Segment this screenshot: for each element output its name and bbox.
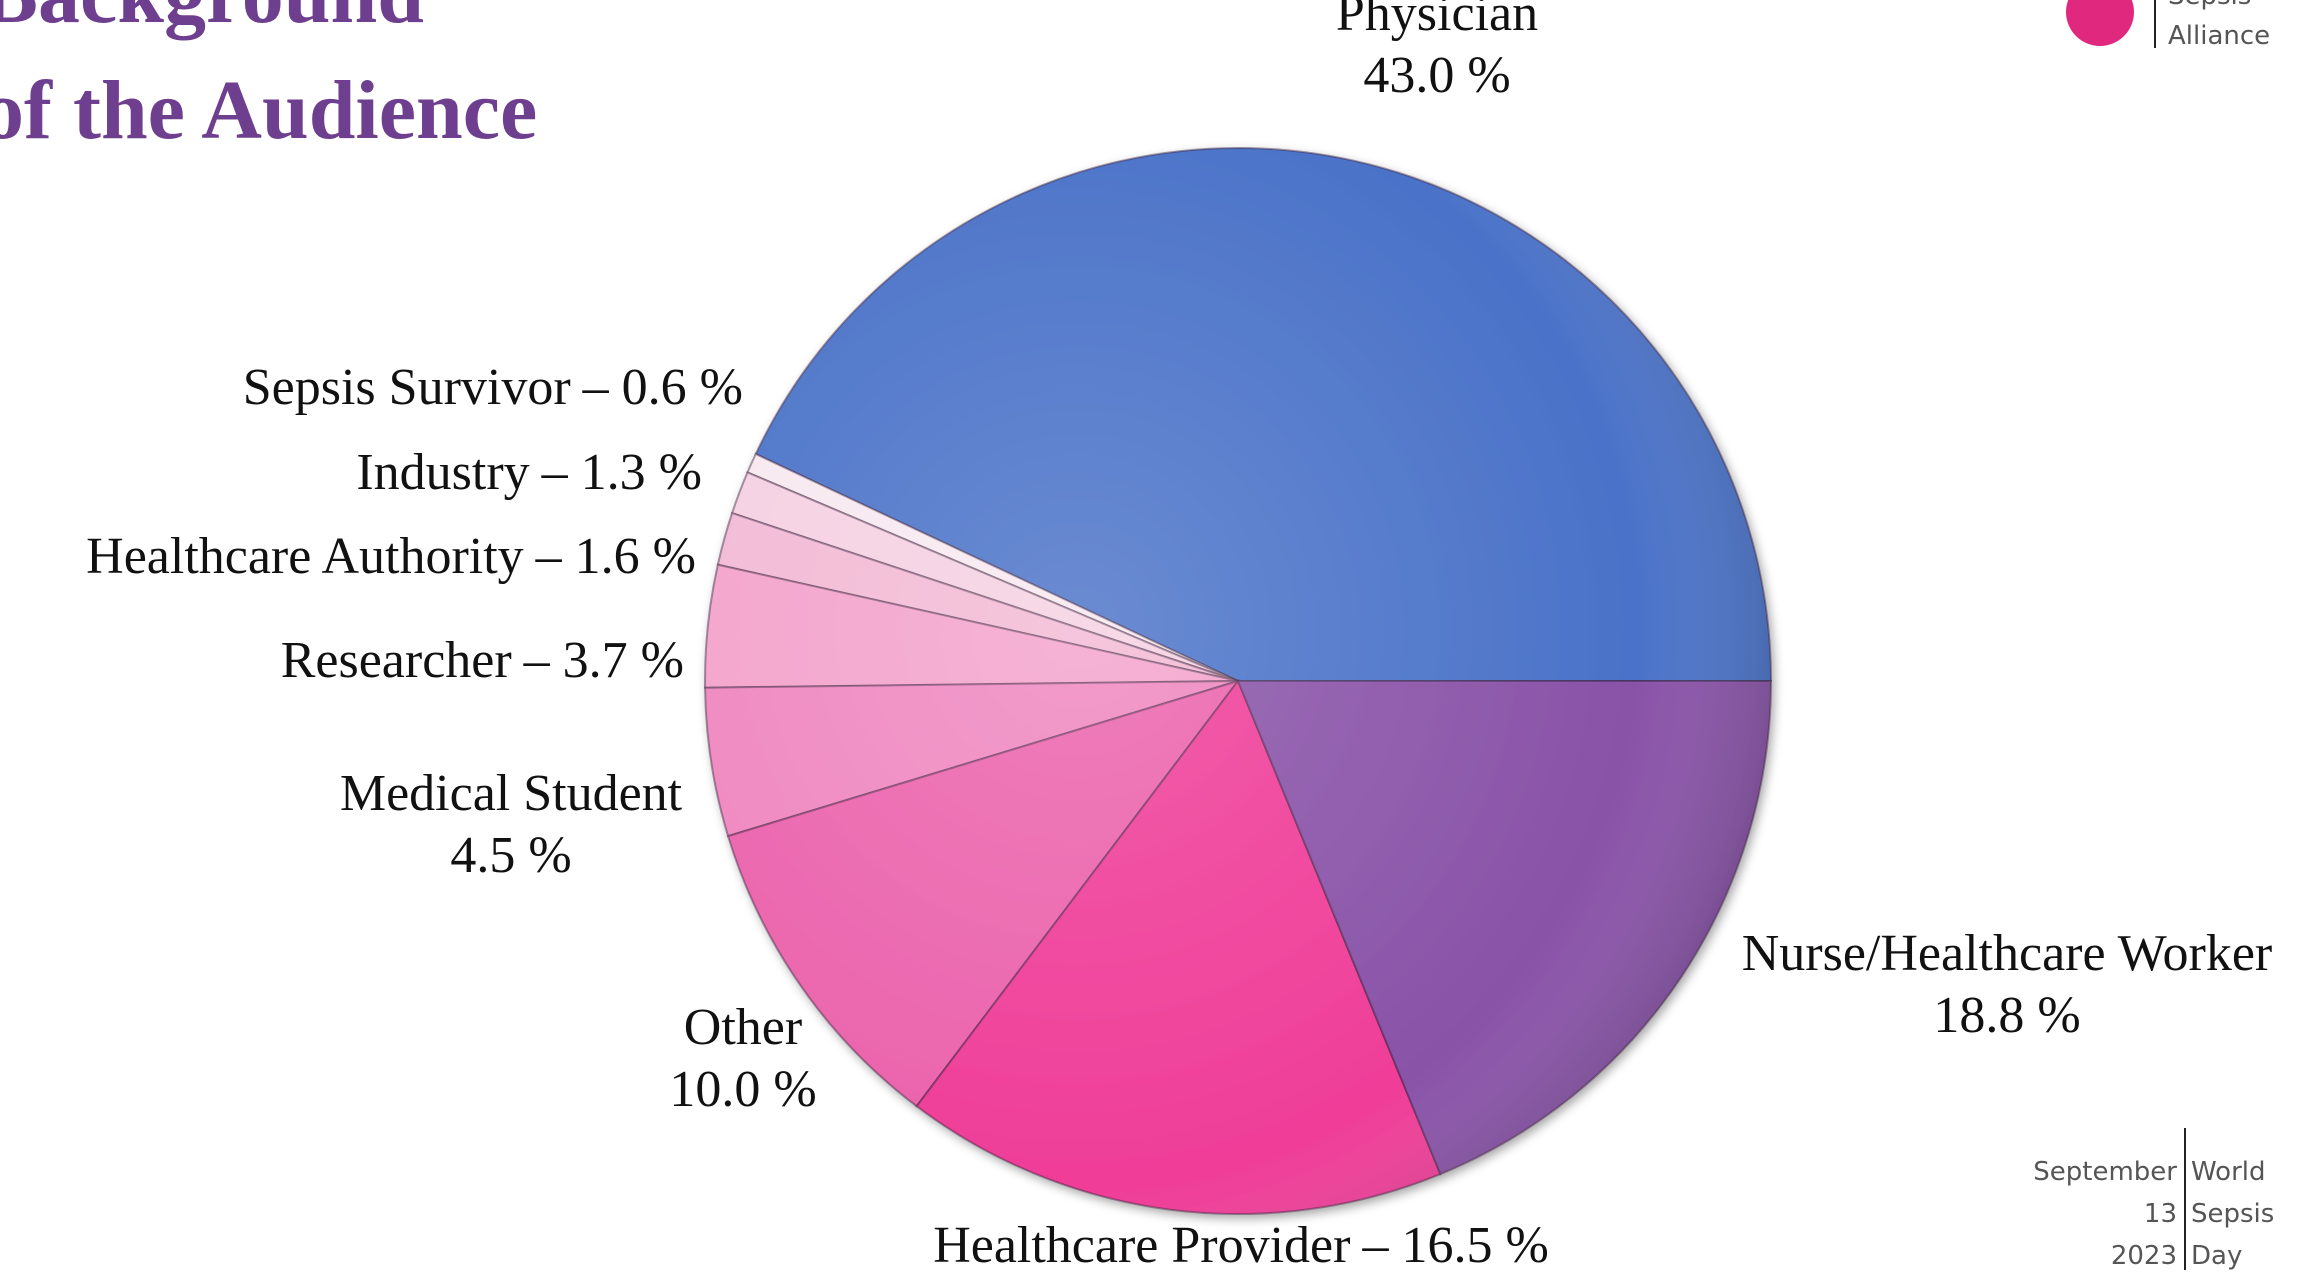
category-label: Healthcare Provider bbox=[933, 1217, 1350, 1274]
slice-label: Nurse/Healthcare Worker bbox=[1742, 925, 2273, 982]
slice-label: Medical Student bbox=[340, 765, 683, 822]
value-label: – 1.6 % bbox=[535, 528, 696, 585]
value-label: – 3.7 % bbox=[523, 632, 684, 689]
value-label: 18.8 % bbox=[1933, 987, 2080, 1044]
logo-text: Alliance bbox=[2168, 21, 2270, 51]
value-label: 10.0 % bbox=[669, 1061, 816, 1118]
category-label: Sepsis Survivor bbox=[243, 359, 571, 416]
footer-text: Day bbox=[2191, 1241, 2242, 1271]
category-label: Healthcare Authority bbox=[86, 528, 524, 585]
logo-text: Sepsis bbox=[2168, 0, 2251, 11]
pie bbox=[704, 147, 1773, 1215]
slice-label: Healthcare Provider – 16.5 % bbox=[933, 1217, 1549, 1274]
footer-text: 2023 bbox=[2111, 1241, 2177, 1271]
value-label: 4.5 % bbox=[450, 827, 571, 884]
title-line: of the Audience bbox=[0, 64, 537, 157]
slice-label: Physician bbox=[1336, 0, 1538, 42]
title-line: Background bbox=[0, 0, 424, 41]
category-label: Researcher bbox=[281, 632, 512, 689]
category-label: Industry bbox=[356, 444, 529, 501]
footer-text: Sepsis bbox=[2191, 1199, 2274, 1229]
slice-label: Researcher – 3.7 % bbox=[281, 632, 684, 689]
value-label: – 16.5 % bbox=[1361, 1217, 1548, 1274]
slice-label: Other bbox=[684, 999, 802, 1056]
value-label: – 0.6 % bbox=[582, 359, 743, 416]
slice-label: Healthcare Authority – 1.6 % bbox=[86, 528, 696, 585]
value-label: 43.0 % bbox=[1363, 47, 1510, 104]
footer-text: World bbox=[2191, 1157, 2266, 1187]
slice-label: Sepsis Survivor – 0.6 % bbox=[243, 359, 743, 416]
logo-icon bbox=[2066, 0, 2134, 46]
slice-label: Industry – 1.3 % bbox=[356, 444, 702, 501]
footer-text: 13 bbox=[2144, 1199, 2177, 1229]
value-label: – 1.3 % bbox=[541, 444, 702, 501]
footer-text: September bbox=[2033, 1157, 2177, 1187]
